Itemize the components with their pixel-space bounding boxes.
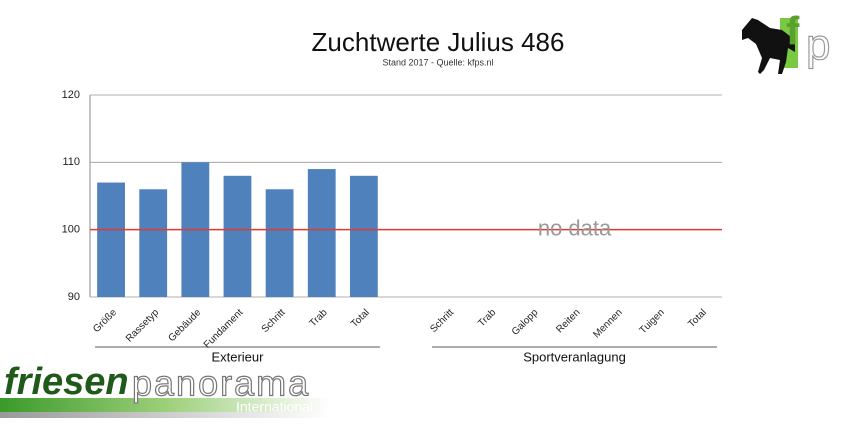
chart-subtitle: Stand 2017 - Quelle: kfps.nl — [382, 57, 493, 67]
bar — [349, 175, 378, 297]
y-tick-label: 100 — [62, 224, 80, 236]
annotation: no data — [538, 215, 612, 240]
brand-text: panorama — [132, 363, 310, 404]
brand-bar — [0, 398, 330, 412]
bar — [97, 182, 125, 297]
brand: friesen panorama International — [0, 361, 330, 418]
x-tick-label: Größe — [91, 307, 119, 335]
x-tick-label: Galopp — [510, 307, 541, 338]
y-tick-label: 110 — [62, 156, 80, 168]
chart-title: Zuchtwerte Julius 486 — [312, 27, 565, 57]
group-label: Sportveranlagung — [523, 349, 626, 364]
logo-letter: p — [806, 21, 830, 70]
x-tick-label: Gebäude — [166, 307, 203, 344]
bar — [265, 189, 294, 297]
horse — [742, 18, 795, 74]
y-tick-label: 120 — [62, 89, 80, 101]
brand-bar — [0, 412, 330, 418]
logo-icon: f p — [742, 10, 831, 74]
brand-text: friesen — [4, 361, 129, 403]
x-tick-label: Schritt — [260, 307, 288, 335]
bar — [307, 169, 336, 297]
x-tick-label: Fundament — [202, 307, 246, 351]
x-tick-label: Trab — [476, 307, 498, 329]
brand-tagline: International — [236, 399, 313, 415]
x-tick-label: Trab — [308, 307, 330, 329]
x-tick-label: Tuigen — [638, 307, 667, 336]
bar — [139, 189, 168, 297]
logo-letter: f — [786, 10, 800, 54]
x-tick-label: Reiten — [554, 307, 582, 335]
bar — [223, 175, 252, 297]
x-tick-label: Rassetyp — [124, 307, 162, 345]
x-tick-label: Mennen — [591, 307, 624, 340]
x-tick-label: Total — [349, 307, 372, 330]
y-tick-label: 90 — [68, 291, 80, 303]
group-label: Exterieur — [211, 349, 264, 364]
x-tick-label: Schritt — [428, 307, 456, 335]
x-tick-label: Total — [686, 307, 709, 330]
